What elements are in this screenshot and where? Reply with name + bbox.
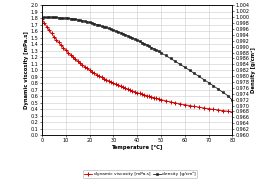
density [g/cm³] <box>40 17 44 19</box>
density [g/cm³] <box>81 20 84 22</box>
density [g/cm³] <box>55 16 58 19</box>
density [g/cm³] <box>47 16 51 18</box>
Line: dynamic viscosity [mPa.s]: dynamic viscosity [mPa.s] <box>41 18 234 114</box>
X-axis label: Temperature [°C]: Temperature [°C] <box>111 145 163 150</box>
dynamic viscosity [mPa.s] <box>231 111 234 113</box>
Legend: dynamic viscosity [mPa.s], density [g/cm³]: dynamic viscosity [mPa.s], density [g/cm… <box>83 170 197 178</box>
Line: density [g/cm³]: density [g/cm³] <box>41 16 234 102</box>
density [g/cm³] <box>90 22 94 24</box>
dynamic viscosity [mPa.s] <box>164 100 167 102</box>
density [g/cm³] <box>212 85 215 87</box>
density [g/cm³] <box>169 57 172 60</box>
density [g/cm³] <box>231 99 234 101</box>
Y-axis label: Density [g/cm³]: Density [g/cm³] <box>251 47 256 93</box>
Y-axis label: Dynamic viscosity [mPa.s]: Dynamic viscosity [mPa.s] <box>24 31 29 109</box>
dynamic viscosity [mPa.s] <box>88 69 91 71</box>
dynamic viscosity [mPa.s] <box>107 80 110 82</box>
density [g/cm³] <box>109 28 113 30</box>
dynamic viscosity [mPa.s] <box>40 18 44 20</box>
dynamic viscosity [mPa.s] <box>207 108 210 110</box>
dynamic viscosity [mPa.s] <box>78 62 82 64</box>
dynamic viscosity [mPa.s] <box>64 49 67 51</box>
